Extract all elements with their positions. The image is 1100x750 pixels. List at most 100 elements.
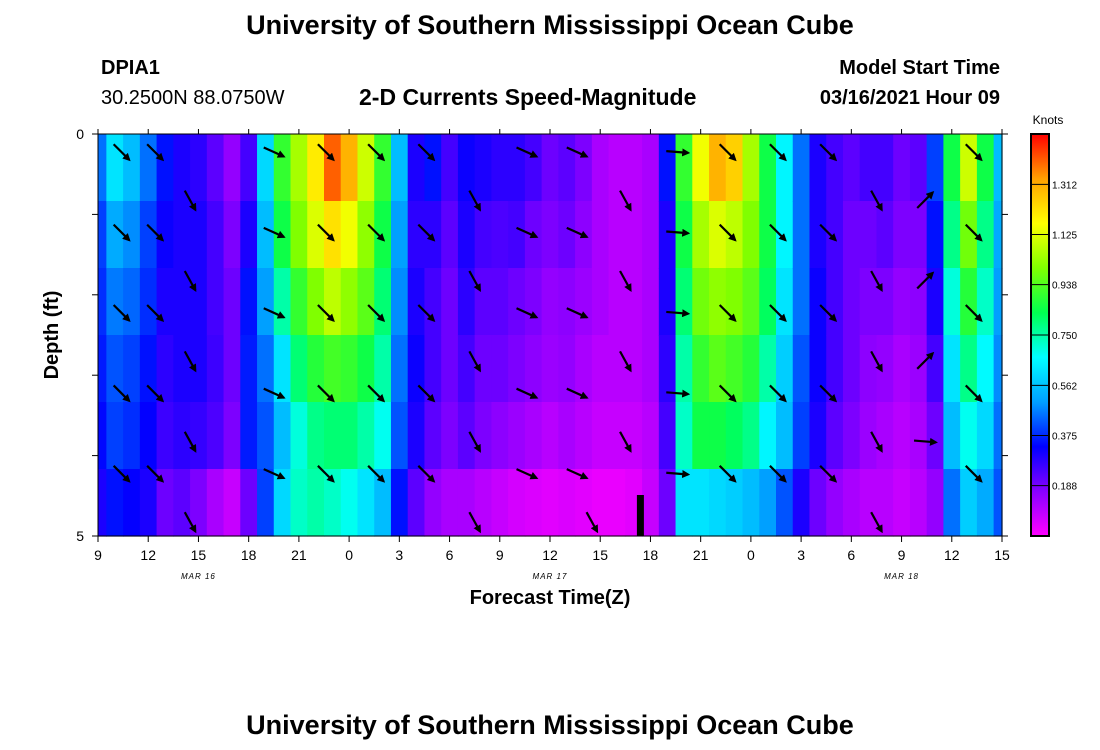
heat-cell [725, 402, 744, 470]
heat-cell [223, 268, 241, 336]
current-vector-arrow [468, 511, 481, 534]
heat-cell [976, 134, 995, 202]
heat-cell [357, 335, 375, 403]
heat-cell [591, 335, 610, 403]
heat-cell [524, 134, 543, 202]
current-vector-arrow [417, 304, 436, 322]
heat-cell [575, 335, 593, 403]
heat-cell [257, 134, 275, 202]
current-vector-arrow [566, 146, 589, 158]
heat-cell [842, 402, 861, 470]
heat-cell [98, 335, 107, 403]
heat-cell [993, 469, 1003, 537]
heat-cell [625, 134, 643, 202]
heat-cell [424, 134, 442, 202]
heat-cell [541, 469, 559, 537]
heat-cell [876, 268, 894, 336]
heat-cell [206, 134, 225, 202]
heat-cell [742, 268, 760, 336]
heat-cell [608, 134, 626, 202]
heat-cell [658, 268, 677, 336]
heat-cell [826, 134, 844, 202]
heat-cell [123, 469, 141, 537]
current-vectors [112, 143, 983, 534]
current-vector-arrow [819, 143, 838, 162]
current-vector-arrow [718, 143, 737, 162]
current-vector-arrow [112, 143, 131, 162]
heat-cell [792, 469, 811, 537]
heat-cell [390, 469, 409, 537]
heat-cell [474, 335, 493, 403]
heat-cell [575, 469, 593, 537]
heat-cell [926, 201, 945, 269]
heat-cell [792, 268, 811, 336]
current-vector-arrow [317, 143, 335, 162]
current-vector-arrow [964, 143, 983, 162]
colorbar-tick-label: 1.312 [1052, 180, 1077, 191]
heat-cell [809, 134, 827, 202]
heat-cell [893, 335, 911, 403]
current-vector-arrow [112, 304, 131, 322]
heat-cell [307, 335, 325, 403]
heat-cell [809, 402, 827, 470]
heat-cell [173, 201, 191, 269]
current-vector-arrow [666, 148, 691, 157]
heat-cell [457, 335, 476, 403]
heat-cell [173, 402, 191, 470]
current-vector-arrow [769, 304, 787, 322]
heat-cell [190, 134, 208, 202]
heat-cell [909, 134, 928, 202]
heat-cell [424, 268, 442, 336]
heat-cell [776, 402, 794, 470]
current-vector-arrow [566, 387, 589, 399]
current-vector-arrow [870, 270, 883, 293]
heat-cell [993, 268, 1003, 336]
current-vector-arrow [666, 389, 691, 398]
heat-cell [407, 268, 426, 336]
heat-cell [742, 402, 760, 470]
current-vector-arrow [367, 465, 386, 483]
colorbar-tick-label: 0.562 [1052, 381, 1077, 392]
heat-cell [859, 402, 878, 470]
heat-cell [842, 201, 861, 269]
heat-cell [290, 268, 308, 336]
heat-cell [591, 134, 610, 202]
current-vector-arrow [916, 351, 935, 370]
heat-cell [960, 134, 978, 202]
heat-cell [943, 268, 961, 336]
heat-cell [909, 201, 928, 269]
heat-cell [960, 402, 978, 470]
station-coordinates: 30.2500N 88.0750W [101, 87, 285, 109]
heat-cell [859, 335, 878, 403]
heat-cell [625, 335, 643, 403]
current-vector-arrow [666, 470, 691, 478]
heatmap-cells [98, 134, 1003, 537]
current-vector-arrow [566, 307, 589, 319]
x-tick-label: 15 [592, 547, 608, 563]
heat-cell [424, 469, 442, 537]
current-vector-arrow [146, 304, 165, 322]
heat-cell [240, 268, 258, 336]
heat-cell [943, 469, 961, 537]
heat-cell [759, 201, 777, 269]
current-vector-arrow [769, 465, 787, 483]
heat-cell [709, 201, 727, 269]
x-tick-label: 18 [643, 547, 659, 563]
heat-cell [524, 335, 543, 403]
heat-cell [826, 268, 844, 336]
heat-cell [642, 469, 660, 537]
heat-cell [424, 335, 442, 403]
heat-cell [441, 268, 459, 336]
heat-cell [407, 134, 426, 202]
heat-cell [324, 335, 342, 403]
heat-cell [792, 201, 811, 269]
current-vector-arrow [916, 191, 935, 209]
heat-cell [206, 469, 225, 537]
heat-cell [826, 335, 844, 403]
current-vector-arrow [183, 350, 197, 373]
y-axis-label: Depth (ft) [41, 291, 63, 380]
heat-cell [759, 402, 777, 470]
heat-cell [558, 268, 576, 336]
current-vector-arrow [718, 304, 737, 322]
heat-cell [390, 402, 409, 470]
